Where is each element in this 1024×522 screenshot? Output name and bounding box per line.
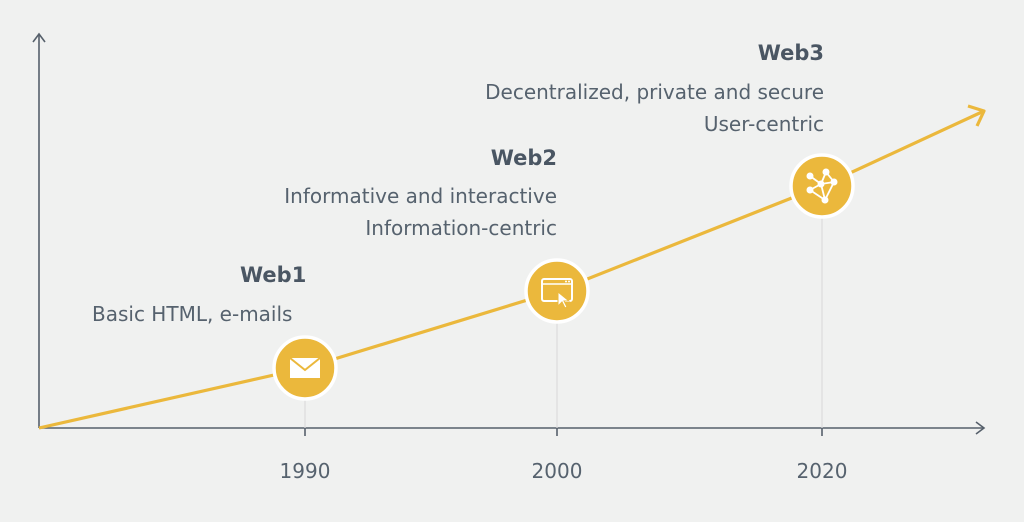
milestone-web1 xyxy=(272,335,338,401)
year-label-2020: 2020 xyxy=(796,459,848,483)
envelope-icon xyxy=(289,357,321,378)
web3-description-line-2: User-centric xyxy=(703,112,824,136)
network-graph-icon xyxy=(806,168,838,204)
web2-description-line-1: Informative and interactive xyxy=(284,184,557,208)
web3-title: Web3 xyxy=(757,41,824,65)
milestone-web3 xyxy=(789,153,855,219)
web1-title: Web1 xyxy=(240,263,307,287)
web2-title: Web2 xyxy=(490,146,557,170)
year-label-2000: 2000 xyxy=(531,459,583,483)
web3-description-line-1: Decentralized, private and secure xyxy=(485,80,824,104)
web1-description: Basic HTML, e-mails xyxy=(92,302,293,326)
year-label-1990: 1990 xyxy=(279,459,331,483)
x-axis xyxy=(39,421,986,435)
web2-description-line-2: Information-centric xyxy=(365,216,557,240)
trend-arrow-icon xyxy=(967,104,986,127)
y-axis xyxy=(32,32,46,428)
x-axis-arrow-icon xyxy=(975,421,986,435)
milestone-web2 xyxy=(524,258,590,324)
browser-cursor-icon xyxy=(541,278,573,309)
y-axis-arrow-icon xyxy=(32,32,46,43)
